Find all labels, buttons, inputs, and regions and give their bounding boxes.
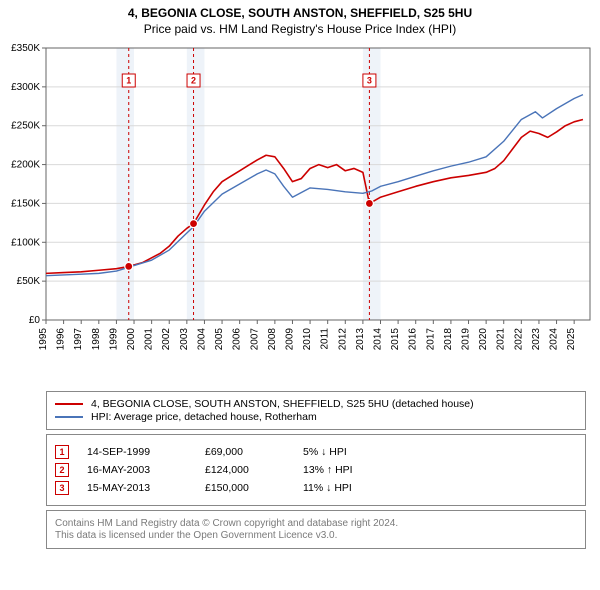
chart-svg: £0 £50K £100K £150K £200K £250K £300K £350K 1995…	[0, 40, 600, 380]
svg-text:2004: 2004	[196, 328, 207, 351]
footer: Contains HM Land Registry data © Crown c…	[46, 510, 586, 549]
svg-text:1996: 1996	[56, 328, 67, 351]
svg-text:2003: 2003	[179, 328, 190, 351]
table-row: 2 16-MAY-2003 £124,000 13% ↑ HPI	[55, 463, 577, 477]
legend: 4, BEGONIA CLOSE, SOUTH ANSTON, SHEFFIEL…	[46, 391, 586, 430]
svg-text:2000: 2000	[126, 328, 137, 351]
legend-swatch-hpi	[55, 416, 83, 418]
title-subtitle: Price paid vs. HM Land Registry's House …	[10, 22, 590, 36]
svg-text:2007: 2007	[249, 328, 260, 351]
event-date: 16-MAY-2003	[87, 464, 187, 476]
legend-row: 4, BEGONIA CLOSE, SOUTH ANSTON, SHEFFIEL…	[55, 398, 577, 410]
svg-text:2022: 2022	[513, 328, 524, 351]
legend-swatch-subject	[55, 403, 83, 405]
footer-line: Contains HM Land Registry data © Crown c…	[55, 518, 577, 529]
svg-text:2001: 2001	[144, 328, 155, 351]
svg-text:£250K: £250K	[11, 121, 40, 132]
footer-line: This data is licensed under the Open Gov…	[55, 530, 577, 541]
svg-text:£350K: £350K	[11, 43, 40, 54]
event-marker-icon: 2	[55, 463, 69, 477]
event-date: 14-SEP-1999	[87, 446, 187, 458]
svg-text:£200K: £200K	[11, 160, 40, 171]
legend-label: 4, BEGONIA CLOSE, SOUTH ANSTON, SHEFFIEL…	[91, 398, 474, 410]
page: 4, BEGONIA CLOSE, SOUTH ANSTON, SHEFFIEL…	[0, 0, 600, 549]
svg-text:1995: 1995	[38, 328, 49, 351]
svg-text:2020: 2020	[478, 328, 489, 351]
table-row: 1 14-SEP-1999 £69,000 5% ↓ HPI	[55, 445, 577, 459]
event-date: 15-MAY-2013	[87, 482, 187, 494]
svg-text:2025: 2025	[566, 328, 577, 351]
legend-label: HPI: Average price, detached house, Roth…	[91, 411, 317, 423]
svg-text:2008: 2008	[267, 328, 278, 351]
event-delta: 11% ↓ HPI	[303, 482, 393, 494]
svg-text:2011: 2011	[320, 328, 331, 350]
svg-text:£300K: £300K	[11, 82, 40, 93]
svg-text:£0: £0	[29, 315, 41, 326]
title-address: 4, BEGONIA CLOSE, SOUTH ANSTON, SHEFFIEL…	[10, 6, 590, 20]
svg-text:2021: 2021	[496, 328, 507, 351]
svg-text:£100K: £100K	[11, 237, 40, 248]
event-marker-icon: 1	[55, 445, 69, 459]
legend-row: HPI: Average price, detached house, Roth…	[55, 411, 577, 423]
event-delta: 13% ↑ HPI	[303, 464, 393, 476]
event-price: £69,000	[205, 446, 285, 458]
svg-text:2016: 2016	[408, 328, 419, 351]
svg-text:2: 2	[191, 76, 196, 86]
svg-text:2002: 2002	[161, 328, 172, 351]
svg-text:1998: 1998	[91, 328, 102, 351]
svg-text:2018: 2018	[443, 328, 454, 351]
chart: £0 £50K £100K £150K £200K £250K £300K £350K 1995…	[0, 40, 600, 385]
svg-text:2010: 2010	[302, 328, 313, 351]
events-table: 1 14-SEP-1999 £69,000 5% ↓ HPI 2 16-MAY-…	[46, 434, 586, 506]
svg-text:2019: 2019	[461, 328, 472, 351]
svg-text:2006: 2006	[232, 328, 243, 351]
svg-text:2012: 2012	[337, 328, 348, 351]
svg-text:2023: 2023	[531, 328, 542, 351]
svg-text:3: 3	[367, 76, 372, 86]
event-delta: 5% ↓ HPI	[303, 446, 393, 458]
svg-text:2017: 2017	[425, 328, 436, 351]
svg-text:2005: 2005	[214, 328, 225, 351]
svg-text:2013: 2013	[355, 328, 366, 351]
svg-text:£150K: £150K	[11, 198, 40, 209]
svg-text:1: 1	[126, 76, 131, 86]
event-price: £150,000	[205, 482, 285, 494]
svg-text:2014: 2014	[372, 328, 383, 351]
titles: 4, BEGONIA CLOSE, SOUTH ANSTON, SHEFFIEL…	[0, 0, 600, 40]
table-row: 3 15-MAY-2013 £150,000 11% ↓ HPI	[55, 481, 577, 495]
svg-text:2024: 2024	[549, 328, 560, 351]
event-marker-icon: 3	[55, 481, 69, 495]
svg-text:£50K: £50K	[17, 276, 41, 287]
svg-text:2009: 2009	[284, 328, 295, 351]
svg-text:1999: 1999	[108, 328, 119, 351]
event-price: £124,000	[205, 464, 285, 476]
svg-text:1997: 1997	[73, 328, 84, 351]
svg-text:2015: 2015	[390, 328, 401, 351]
